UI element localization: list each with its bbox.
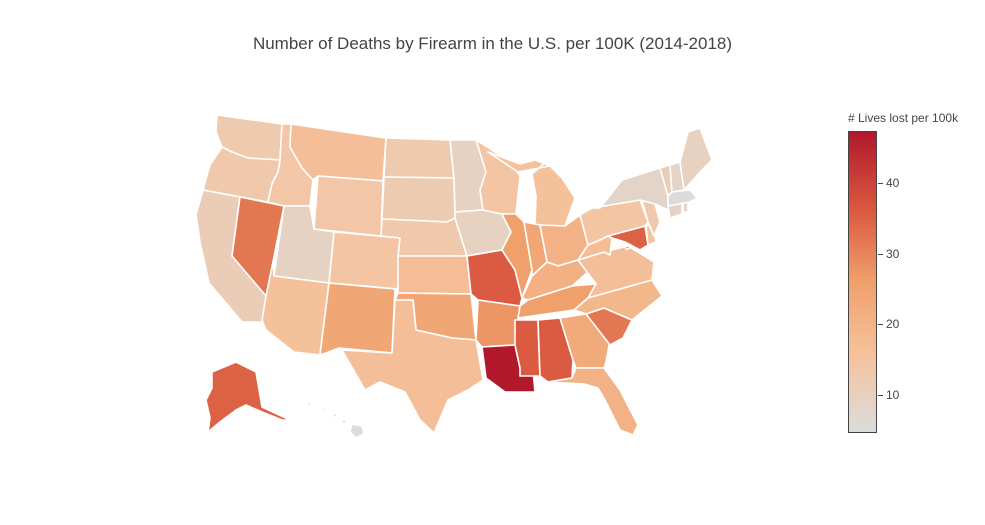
state-tx[interactable] [341,299,484,434]
colorbar-tick-label: 20 [886,317,900,332]
state-ks[interactable] [397,255,472,295]
colorbar-tick-mark [878,324,883,326]
state-mi[interactable] [487,151,576,227]
colorbar-tick-label: 30 [886,246,900,261]
colorbar [848,131,877,433]
colorbar-tick-mark [878,253,883,255]
colorbar-title: # Lives lost per 100k [848,111,959,125]
state-fl[interactable] [547,367,639,436]
state-co[interactable] [328,231,401,290]
state-dc[interactable] [625,245,630,250]
colorbar-tick-label: 40 [886,176,900,191]
state-ar[interactable] [475,299,521,348]
state-ma[interactable] [667,189,698,207]
state-va[interactable] [577,245,655,299]
state-nd[interactable] [383,137,455,179]
state-me[interactable] [679,127,713,191]
map-title: Number of Deaths by Firearm in the U.S. … [252,34,733,53]
state-nm[interactable] [319,282,396,356]
state-ak[interactable] [205,361,291,433]
state-wy[interactable] [313,175,384,237]
colorbar-tick-mark [878,394,883,396]
state-hi[interactable] [307,401,365,439]
colorbar-tick-mark [878,183,883,185]
state-sd[interactable] [381,176,456,223]
colorbar-tick-label: 10 [886,387,900,402]
